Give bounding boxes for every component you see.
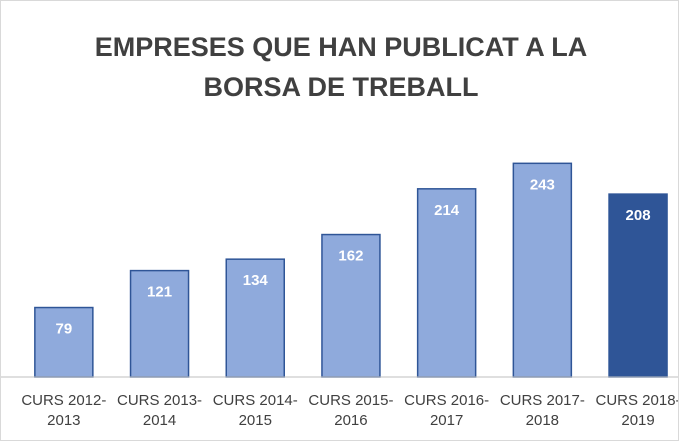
x-tick-label: CURS 2016-2017: [404, 392, 490, 429]
bar: [34, 306, 94, 378]
x-tick-label: CURS 2014-2015: [212, 392, 298, 429]
bar: [321, 233, 381, 378]
data-label: 134: [243, 272, 269, 289]
bar: [225, 258, 285, 378]
bar: [416, 188, 477, 378]
x-tick-label: CURS 2013-2014: [117, 392, 203, 429]
bar: [512, 162, 573, 378]
data-label: 243: [530, 176, 555, 193]
x-tick-label: CURS 2018-2019: [595, 392, 679, 429]
chart-title: EMPRESES QUE HAN PUBLICAT A LA BORSA DE …: [94, 32, 588, 102]
data-label: 79: [56, 321, 73, 338]
x-tick-label: CURS 2012-2013: [21, 392, 107, 429]
data-label: 214: [434, 202, 460, 219]
data-label: 162: [338, 248, 363, 265]
bar: [608, 193, 668, 378]
data-label: 121: [147, 284, 172, 301]
x-tick-label: CURS 2017-2018: [499, 392, 585, 429]
data-label: 208: [626, 207, 651, 224]
x-tick-label: CURS 2015-2016: [308, 392, 394, 429]
